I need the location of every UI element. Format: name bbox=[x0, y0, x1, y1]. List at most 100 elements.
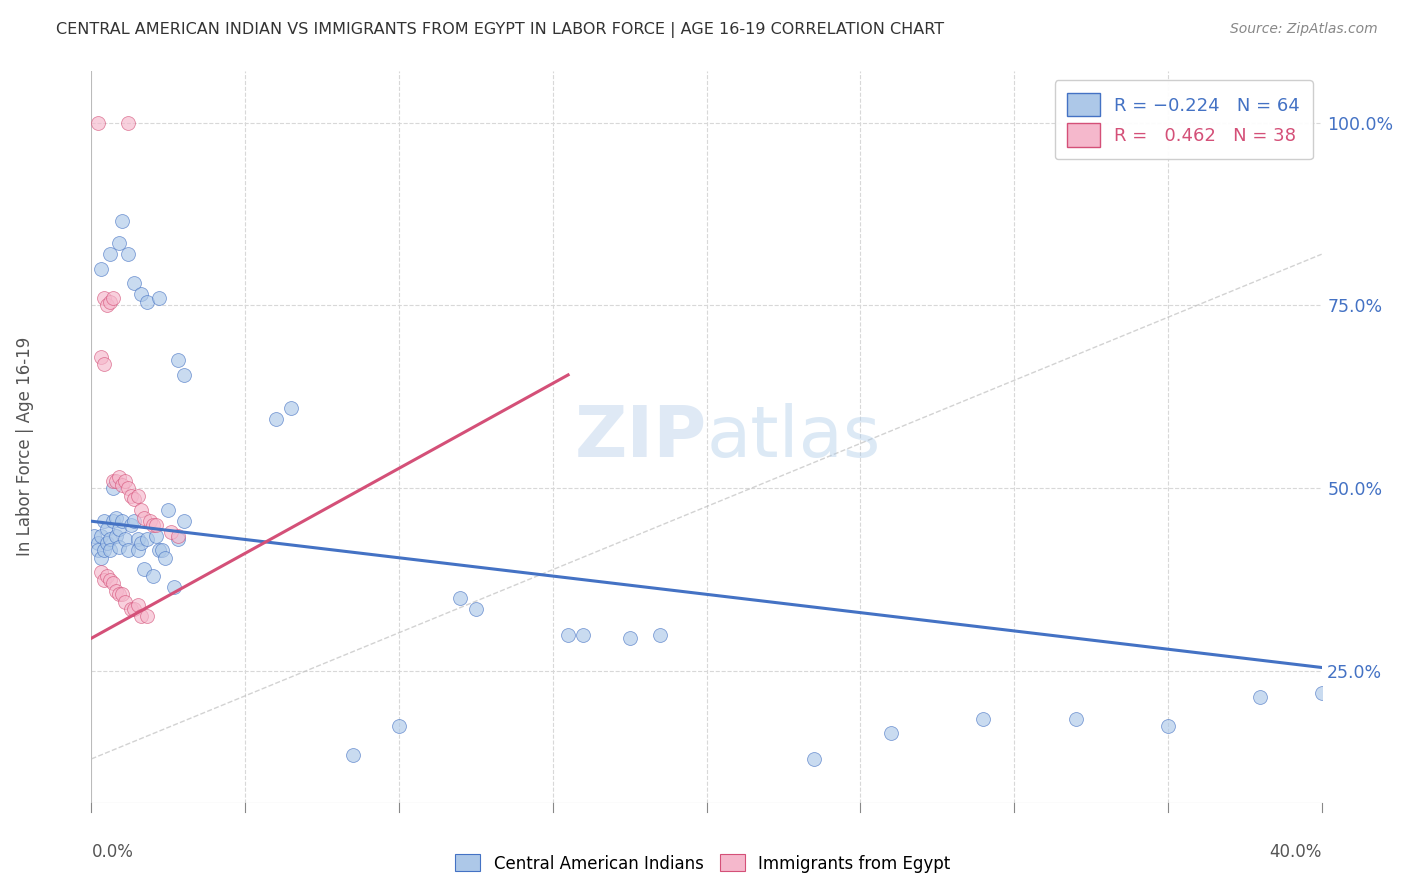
Point bbox=[93, 291, 115, 305]
Point bbox=[101, 576, 124, 591]
Point bbox=[129, 609, 152, 624]
Point bbox=[120, 517, 142, 532]
Legend: R = −0.224   N = 64, R =   0.462   N = 38: R = −0.224 N = 64, R = 0.462 N = 38 bbox=[1054, 80, 1313, 160]
Point bbox=[90, 529, 112, 543]
Point bbox=[388, 719, 411, 733]
Point bbox=[153, 550, 177, 565]
Text: ZIP: ZIP bbox=[574, 402, 706, 472]
Point bbox=[108, 470, 131, 484]
Point bbox=[166, 529, 188, 543]
Point bbox=[90, 566, 112, 580]
Point bbox=[148, 543, 170, 558]
Point bbox=[124, 602, 146, 616]
Text: atlas: atlas bbox=[706, 402, 882, 472]
Point bbox=[1249, 690, 1271, 704]
Point bbox=[139, 514, 162, 528]
Point bbox=[1310, 686, 1333, 700]
Point bbox=[105, 583, 127, 598]
Point bbox=[129, 536, 152, 550]
Point bbox=[93, 573, 115, 587]
Point bbox=[163, 580, 186, 594]
Point bbox=[96, 536, 118, 550]
Point bbox=[98, 247, 121, 261]
Point bbox=[650, 627, 672, 641]
Point bbox=[142, 517, 165, 532]
Point bbox=[880, 726, 903, 740]
Point bbox=[280, 401, 302, 415]
Point bbox=[135, 533, 157, 547]
Point bbox=[108, 587, 131, 601]
Point bbox=[124, 514, 146, 528]
Point bbox=[111, 477, 134, 491]
Point bbox=[98, 543, 121, 558]
Point bbox=[135, 609, 157, 624]
Point bbox=[166, 533, 188, 547]
Point bbox=[117, 481, 139, 495]
Point bbox=[173, 514, 195, 528]
Point bbox=[96, 569, 118, 583]
Point bbox=[114, 474, 136, 488]
Point bbox=[342, 748, 364, 763]
Point bbox=[120, 489, 142, 503]
Point bbox=[129, 287, 152, 301]
Point bbox=[98, 573, 121, 587]
Point bbox=[98, 533, 121, 547]
Point bbox=[145, 517, 167, 532]
Point bbox=[127, 543, 149, 558]
Point bbox=[124, 492, 146, 507]
Point bbox=[803, 752, 825, 766]
Point bbox=[129, 503, 152, 517]
Point bbox=[93, 514, 115, 528]
Point bbox=[142, 569, 165, 583]
Point bbox=[124, 277, 146, 291]
Point bbox=[86, 543, 108, 558]
Point bbox=[105, 510, 127, 524]
Point bbox=[111, 514, 134, 528]
Point bbox=[449, 591, 471, 605]
Point bbox=[105, 529, 127, 543]
Point bbox=[114, 533, 136, 547]
Point bbox=[108, 236, 131, 251]
Point bbox=[619, 632, 641, 646]
Point bbox=[145, 529, 167, 543]
Point bbox=[96, 298, 118, 312]
Point bbox=[86, 115, 108, 129]
Text: CENTRAL AMERICAN INDIAN VS IMMIGRANTS FROM EGYPT IN LABOR FORCE | AGE 16-19 CORR: CENTRAL AMERICAN INDIAN VS IMMIGRANTS FR… bbox=[56, 22, 945, 38]
Point bbox=[132, 562, 155, 576]
Point bbox=[166, 353, 188, 368]
Point bbox=[148, 291, 170, 305]
Point bbox=[93, 543, 115, 558]
Point bbox=[117, 115, 139, 129]
Point bbox=[114, 594, 136, 608]
Point bbox=[108, 521, 131, 535]
Point bbox=[98, 294, 121, 309]
Point bbox=[105, 474, 127, 488]
Text: Source: ZipAtlas.com: Source: ZipAtlas.com bbox=[1230, 22, 1378, 37]
Text: 0.0%: 0.0% bbox=[91, 843, 134, 861]
Point bbox=[108, 540, 131, 554]
Point bbox=[96, 521, 118, 535]
Point bbox=[264, 412, 287, 426]
Point bbox=[90, 350, 112, 364]
Point bbox=[120, 602, 142, 616]
Point bbox=[117, 543, 139, 558]
Point bbox=[101, 481, 124, 495]
Point bbox=[173, 368, 195, 382]
Point bbox=[111, 214, 134, 228]
Point bbox=[86, 536, 108, 550]
Point bbox=[90, 550, 112, 565]
Point bbox=[557, 627, 579, 641]
Point bbox=[127, 599, 149, 613]
Text: In Labor Force | Age 16-19: In Labor Force | Age 16-19 bbox=[17, 336, 34, 556]
Point bbox=[572, 627, 595, 641]
Point bbox=[127, 533, 149, 547]
Point bbox=[1064, 712, 1087, 726]
Point bbox=[83, 529, 105, 543]
Point bbox=[157, 503, 180, 517]
Point bbox=[160, 525, 183, 540]
Point bbox=[464, 602, 486, 616]
Point bbox=[150, 543, 173, 558]
Point bbox=[111, 587, 134, 601]
Legend: Central American Indians, Immigrants from Egypt: Central American Indians, Immigrants fro… bbox=[449, 847, 957, 880]
Text: 40.0%: 40.0% bbox=[1270, 843, 1322, 861]
